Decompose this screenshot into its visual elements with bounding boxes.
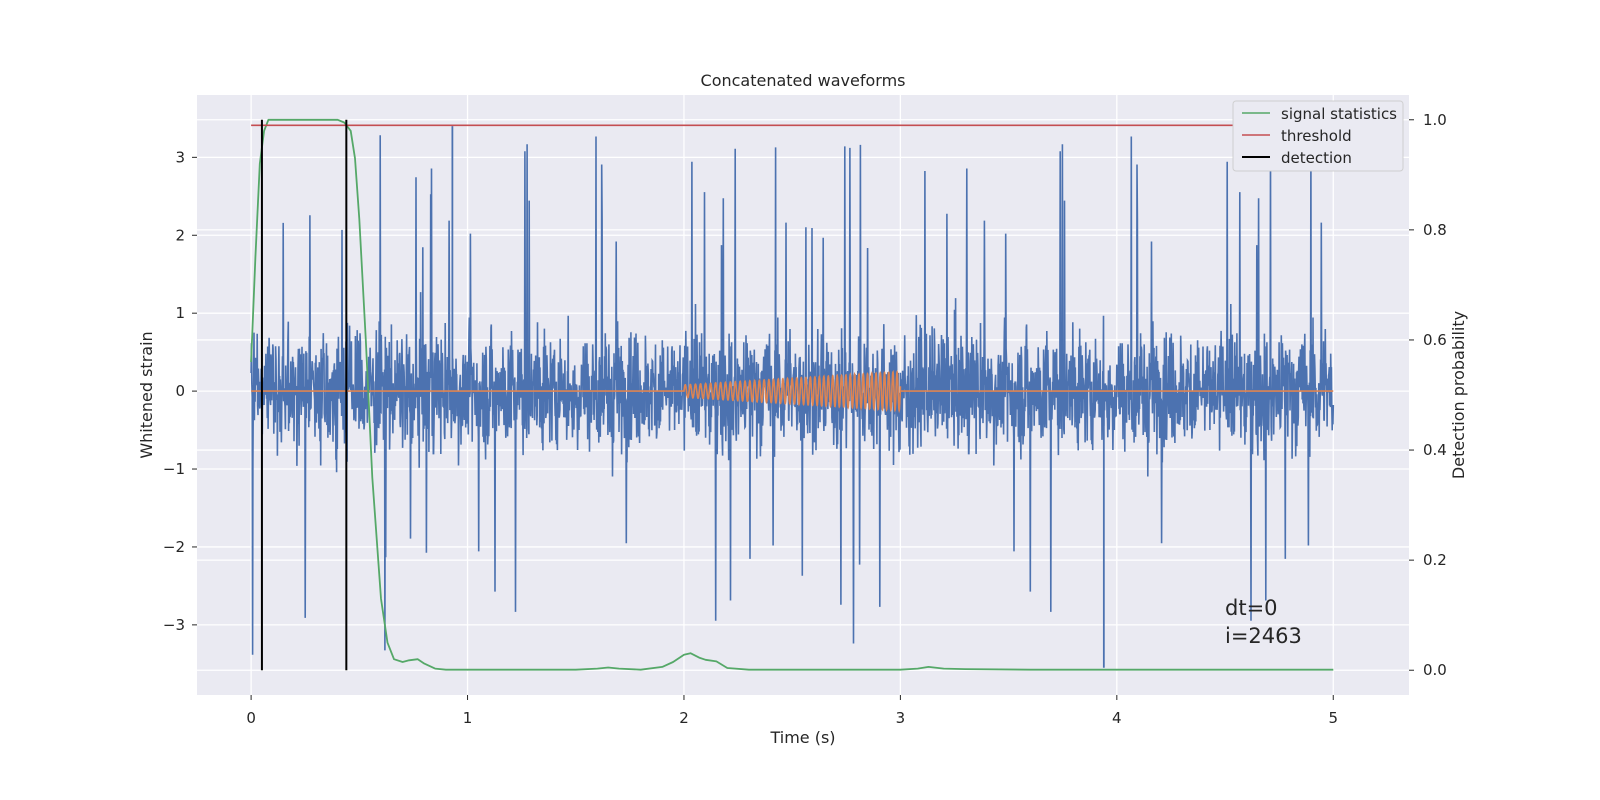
x-tick-label-3: 3 — [896, 709, 906, 727]
x-tick-label-2: 2 — [679, 709, 689, 727]
legend: signal statistics threshold detection — [1232, 100, 1404, 172]
x-tick-label-1: 1 — [463, 709, 473, 727]
injected-signal-line — [251, 369, 1334, 414]
legend-label-detection: detection — [1281, 149, 1352, 167]
legend-label-signal-statistics: signal statistics — [1281, 105, 1397, 123]
x-axis-title: Time (s) — [769, 728, 835, 747]
x-tick-label-4: 4 — [1112, 709, 1122, 727]
legend-box — [1232, 100, 1404, 172]
y2-tick-label-2: 0.4 — [1423, 441, 1447, 459]
y2-tick-label-0: 0.0 — [1423, 661, 1447, 679]
annotation-dt: dt=0 — [1225, 596, 1278, 620]
y2-tick-label-3: 0.6 — [1423, 331, 1447, 349]
axes: 0 1 2 3 4 5 −3 −2 −1 0 1 2 3 0.0 0.2 0.4 0.6 0.8 1.0 — [163, 111, 1447, 727]
y-tick-label-1: −2 — [163, 538, 185, 556]
y-axis-title: Whitened strain — [137, 331, 156, 458]
y-tick-label-2: −1 — [163, 460, 185, 478]
y-tick-label-5: 2 — [175, 226, 185, 244]
chart-title: Concatenated waveforms — [701, 71, 906, 90]
plot-area — [250, 118, 1335, 671]
y2-tick-label-4: 0.8 — [1423, 221, 1447, 239]
y-tick-label-6: 3 — [175, 148, 185, 166]
y-tick-label-0: −3 — [163, 616, 185, 634]
signal-statistics-line — [250, 118, 1334, 671]
x-tick-label-0: 0 — [246, 709, 256, 727]
legend-label-threshold: threshold — [1281, 127, 1352, 145]
y2-tick-label-1: 0.2 — [1423, 551, 1447, 569]
y2-tick-label-5: 1.0 — [1423, 111, 1447, 129]
x-tick-label-5: 5 — [1328, 709, 1338, 727]
annotation-index: i=2463 — [1225, 624, 1302, 648]
y-tick-label-4: 1 — [175, 304, 185, 322]
y-tick-label-3: 0 — [175, 382, 185, 400]
y2-axis-title: Detection probability — [1449, 311, 1468, 479]
